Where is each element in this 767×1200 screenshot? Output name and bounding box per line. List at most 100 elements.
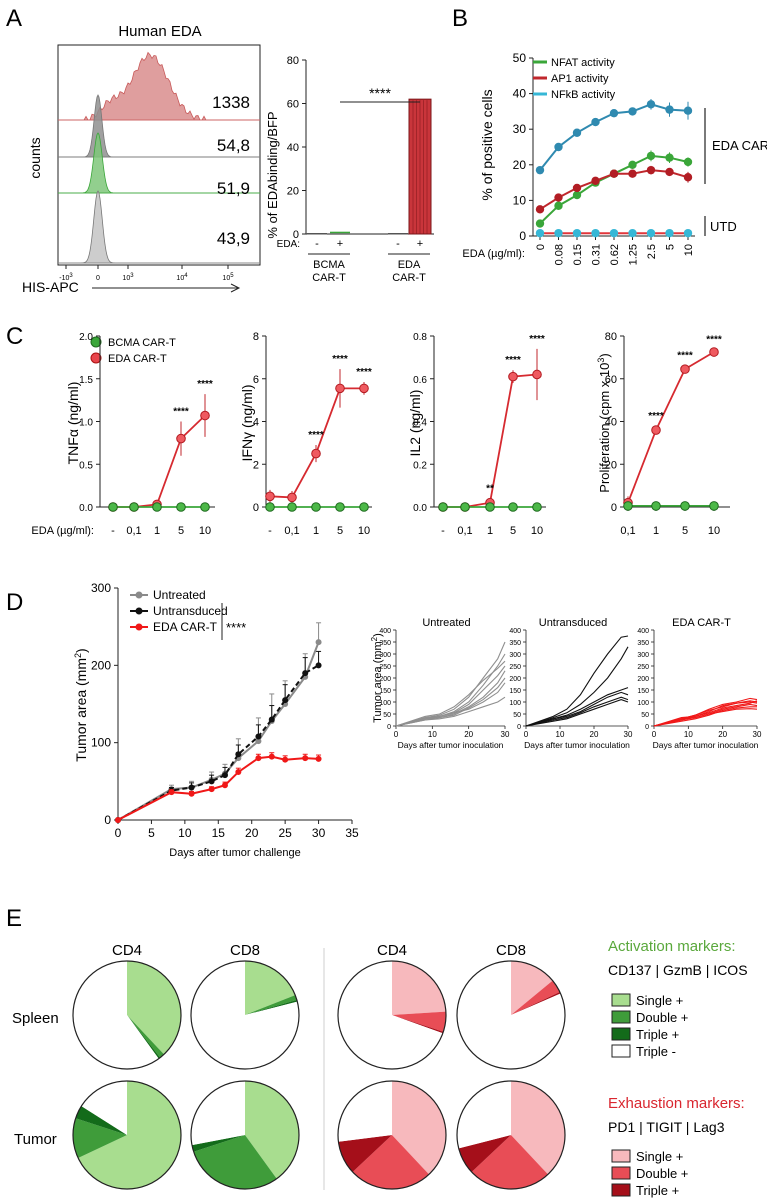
legend-title: Activation markers:: [608, 938, 736, 955]
data-point: [572, 190, 582, 200]
x-tick-label: 0: [115, 826, 122, 840]
series-line: [113, 414, 206, 508]
legend-swatch: [611, 1010, 631, 1024]
pie-slice: [338, 1081, 392, 1142]
legend-swatch: [611, 993, 631, 1007]
histogram-frame: [57, 44, 261, 266]
legend-label: Single +: [636, 993, 683, 1008]
pie-row-label: Tumor: [14, 1131, 57, 1148]
data-point: [651, 501, 661, 511]
data-point: [532, 502, 542, 512]
individual-mouse-line: [653, 701, 758, 727]
exhaustion-legend: Exhaustion markers: PD1 | TIGIT | Lag3 S…: [608, 1095, 745, 1198]
data-point: [235, 751, 242, 758]
x-tick-label: 104: [176, 273, 188, 282]
y-tick-label: 0: [517, 724, 521, 731]
small-plot-xlabel: Days after tumor inoculation: [653, 740, 759, 750]
group-label-utd: UTD: [710, 219, 737, 234]
histogram-panel: Human EDA counts 1338 54,8 51,9 43,9 -10…: [22, 23, 261, 295]
cytokine-ylabel: IL2 (ng/ml): [407, 390, 423, 457]
y-tick-label: 8: [253, 331, 259, 343]
pie-slice: [75, 1106, 127, 1135]
data-point: [176, 502, 186, 512]
y-tick-label: 100: [637, 700, 649, 707]
y-tick-label: 60: [605, 374, 617, 386]
bar-ylabel: % of EDAbinding/BFP: [265, 111, 280, 238]
y-tick-label: 40: [513, 87, 527, 101]
legend-label: NFkB activity: [551, 89, 616, 101]
data-point: [683, 106, 693, 115]
y-tick-label: 0: [519, 229, 526, 243]
x-tick-label: 0,1: [284, 525, 299, 537]
legend-swatch: [611, 1044, 631, 1058]
data-point: [255, 755, 262, 762]
group-label: EDA: [398, 259, 421, 271]
pie-slice: [352, 1135, 429, 1189]
legend-marker: [90, 352, 102, 364]
y-tick-label: 60: [287, 99, 299, 111]
eda-sign: +: [417, 238, 423, 250]
pie-slice: [127, 1015, 164, 1058]
pie-slice: [190, 961, 299, 1069]
significance-stars: ****: [677, 350, 693, 361]
group-label-eda-car: EDA CAR: [712, 138, 767, 153]
data-point: [591, 117, 600, 127]
x-tick-label: -: [111, 525, 115, 537]
significance-stars: **: [486, 483, 494, 494]
reporter-activity-panel: % of positive cells 0 10 20 30 40 50 0 0.08 0.15…: [462, 51, 767, 265]
panel-label-e: E: [6, 905, 22, 932]
data-point: [485, 502, 495, 512]
data-point: [287, 502, 297, 512]
data-point: [438, 502, 448, 512]
data-point: [572, 183, 582, 193]
x-tick-label: 105: [222, 273, 234, 282]
pie-slice: [72, 1118, 127, 1158]
histogram-curve: [58, 94, 260, 158]
bar: [388, 233, 408, 235]
x-tick-label: 20: [590, 730, 599, 739]
reporter-ylabel: % of positive cells: [479, 89, 495, 200]
data-point: [265, 502, 275, 512]
pie-outline: [456, 960, 566, 1070]
x-tick-label: 0: [535, 244, 547, 250]
significance-stars: ****: [173, 407, 189, 418]
pie-slice: [458, 1135, 511, 1172]
x-tick-label: 103: [122, 273, 134, 282]
x-tick-label: 30: [753, 730, 762, 739]
x-tick-label: 0.31: [591, 244, 603, 265]
individual-mouse-line: [395, 660, 506, 727]
pie-outline: [337, 960, 447, 1070]
y-tick-label: 6: [253, 374, 259, 386]
x-tick-label: 10: [358, 525, 370, 537]
data-point: [208, 778, 215, 785]
pie-slice: [127, 961, 181, 1055]
pie-slice: [193, 1135, 277, 1190]
eda-row-label: EDA:: [277, 239, 300, 250]
data-point: [535, 205, 545, 214]
mfi-label: 54,8: [217, 136, 250, 155]
y-tick-label: 100: [379, 700, 391, 707]
y-tick-label: 40: [287, 142, 299, 154]
x-tick-label: 0,1: [126, 525, 141, 537]
y-tick-label: 300: [379, 652, 391, 659]
individual-mouse-line: [395, 682, 506, 727]
x-tick-label: 5: [682, 525, 688, 537]
data-point: [168, 789, 175, 796]
data-point: [188, 790, 195, 797]
mfi-label: 43,9: [217, 229, 250, 248]
y-tick-label: 50: [641, 712, 649, 719]
pie-outline: [190, 960, 300, 1070]
x-tick-label: -: [441, 525, 445, 537]
y-tick-label: 300: [91, 581, 111, 595]
data-point: [554, 193, 563, 202]
significance-stars: ****: [706, 334, 722, 345]
data-point: [268, 753, 275, 760]
data-point: [255, 738, 262, 745]
data-point: [591, 176, 600, 186]
individual-mouse-line: [395, 696, 506, 727]
data-point: [535, 228, 545, 238]
legend-label: Single +: [636, 1149, 683, 1164]
individual-mouse-line: [653, 708, 758, 727]
legend-marker: [135, 591, 143, 599]
y-tick-label: 2.0: [79, 332, 93, 343]
